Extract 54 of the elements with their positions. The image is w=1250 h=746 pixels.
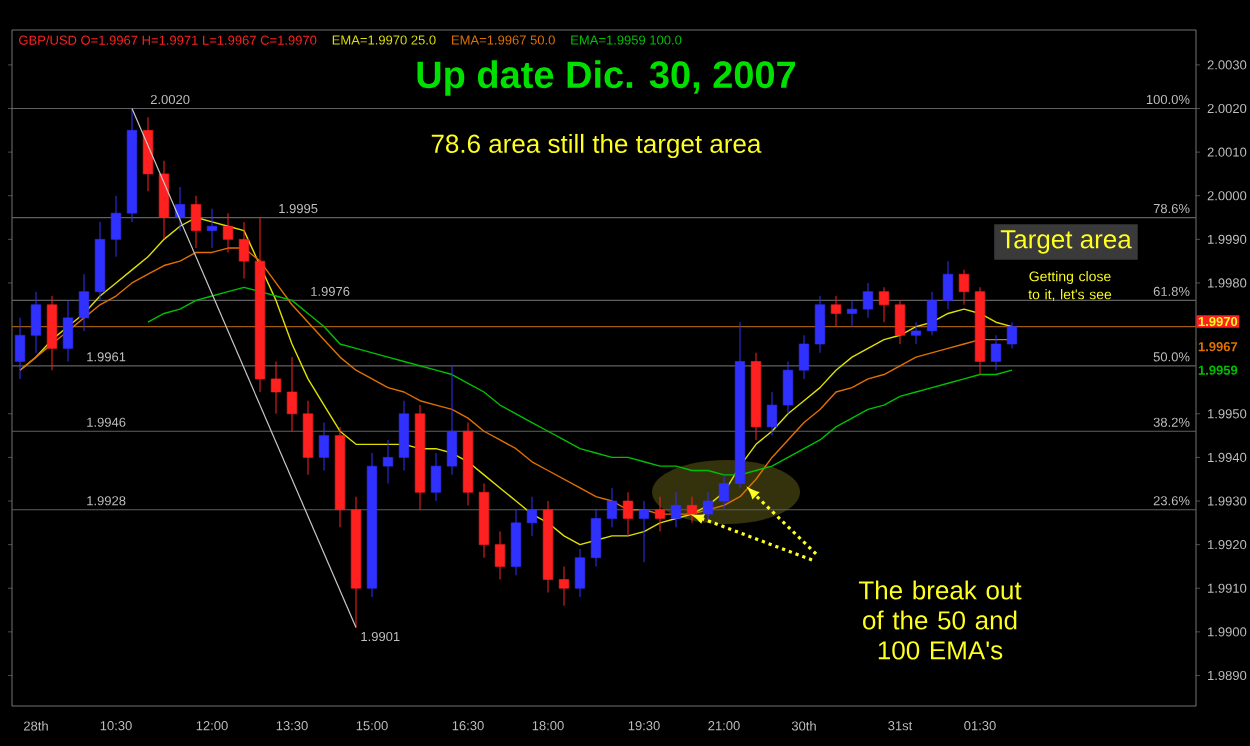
candlestick <box>446 365 458 476</box>
candlestick <box>638 500 650 563</box>
candlestick <box>510 509 522 576</box>
candlestick <box>62 299 74 362</box>
candlestick <box>142 116 154 192</box>
candlestick <box>398 400 410 471</box>
candlestick <box>926 291 938 336</box>
candlestick <box>878 286 890 323</box>
candlestick <box>846 299 858 328</box>
candlestick <box>238 221 250 280</box>
candlestick <box>558 565 570 607</box>
candlestick <box>174 186 186 232</box>
candlestick <box>686 496 698 524</box>
candlestick <box>110 195 122 258</box>
candlestick <box>430 452 442 502</box>
candlestick <box>526 496 538 537</box>
candlestick <box>766 391 778 437</box>
candlestick <box>942 260 954 310</box>
candlestick <box>190 195 202 249</box>
candlestick <box>958 269 970 306</box>
candlestick <box>718 474 730 511</box>
candlestick <box>318 422 330 471</box>
candlestick <box>286 356 298 432</box>
candlestick <box>270 360 282 415</box>
candlestick <box>206 208 218 249</box>
candlestick <box>654 496 666 533</box>
text: Up date Dic. 30, 2007 <box>417 60 796 96</box>
candlestick <box>30 291 42 354</box>
candlestick <box>670 491 682 528</box>
candlestick <box>1006 321 1018 349</box>
candlestick <box>782 360 794 415</box>
candlestick <box>382 439 394 485</box>
annotation: 78.6 area still the target area <box>431 133 762 159</box>
candlestick <box>702 491 714 524</box>
annotation: Target area <box>1000 230 1132 254</box>
candlestick <box>494 531 506 581</box>
candlestick <box>990 334 1002 371</box>
candlestick <box>606 487 618 528</box>
candlestick <box>798 334 810 380</box>
candlestick <box>574 548 586 598</box>
candlestick <box>158 160 170 240</box>
candlestick <box>222 212 234 253</box>
candlestick <box>814 295 826 354</box>
candlestick <box>862 282 874 319</box>
candlestick <box>302 400 314 476</box>
candlestick <box>14 317 26 380</box>
candlestick <box>590 509 602 567</box>
candlestick <box>830 295 842 328</box>
candlestick <box>894 299 906 345</box>
candlestick <box>622 491 634 537</box>
candlestick <box>78 273 90 332</box>
annotation: The break out of the 50 and 100 EMA's <box>858 580 1022 660</box>
candlestick <box>46 295 58 371</box>
candlestick <box>910 321 922 345</box>
